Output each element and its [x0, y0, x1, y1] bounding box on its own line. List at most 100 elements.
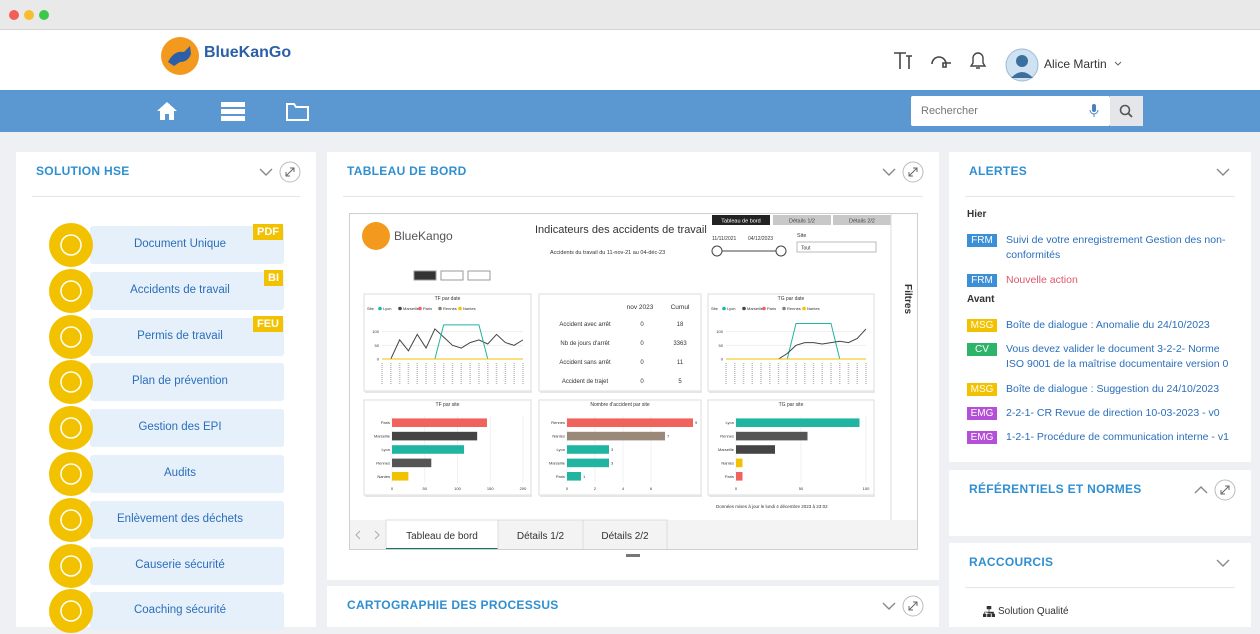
- table-header: nov 2023: [627, 304, 654, 311]
- panel-controls[interactable]: [254, 160, 304, 184]
- alert-text[interactable]: Vous devez valider le document 3-2-2- No…: [1006, 343, 1229, 370]
- report: BlueKango Indicateurs des accidents de tr…: [349, 213, 918, 550]
- table-cell: 11: [677, 360, 684, 366]
- legend-dot: [762, 306, 766, 311]
- header-icons[interactable]: [892, 50, 1002, 72]
- panel-controls[interactable]: [1189, 478, 1239, 502]
- icon-glyph: [60, 325, 82, 348]
- collapse-icon[interactable]: [1194, 486, 1208, 494]
- legend-dot: [458, 306, 462, 311]
- menu-item[interactable]: Permis de travail FEU: [49, 314, 300, 359]
- alert-text[interactable]: Boîte de dialogue : Suggestion du 24/10/…: [1006, 383, 1220, 395]
- table-cell: 0: [640, 360, 644, 366]
- report-tab[interactable]: [833, 215, 891, 225]
- report-tab-label: Détails 2/2: [849, 219, 875, 225]
- item-icon: [49, 589, 93, 634]
- alert-text[interactable]: 2-2-1- CR Revue de direction 10-03-2023 …: [1006, 407, 1220, 419]
- alert-text[interactable]: Boîte de dialogue : Anomalie du 24/10/20…: [1006, 319, 1210, 331]
- slider-handle[interactable]: [711, 245, 723, 257]
- report-tab[interactable]: [712, 215, 770, 225]
- x-tick-label: 50: [799, 486, 804, 491]
- search-box[interactable]: Rechercher: [911, 96, 1110, 126]
- tab-arrows: [355, 530, 380, 540]
- card-shadow: [540, 495, 702, 497]
- site-select[interactable]: [796, 241, 877, 253]
- category-label: Marseille: [374, 434, 391, 439]
- icon-glyph: [60, 463, 82, 485]
- report-page-tab[interactable]: [582, 519, 668, 550]
- menu-item[interactable]: Coaching sécurité: [49, 589, 300, 634]
- report-page-tab[interactable]: [497, 519, 584, 550]
- panel-controls[interactable]: [877, 594, 927, 618]
- icon-circle: [49, 314, 93, 359]
- nav-icons[interactable]: [155, 100, 325, 122]
- menu-item[interactable]: Gestion des EPI: [49, 406, 300, 451]
- report-tab-label: Détails 1/2: [789, 219, 815, 225]
- item-label: Permis de travail: [137, 329, 223, 342]
- view-toggle[interactable]: [440, 270, 464, 281]
- alert-text[interactable]: Suivi de votre enregistrement Gestion de…: [1006, 234, 1226, 261]
- category-label: Marseille: [549, 460, 566, 465]
- alert-text[interactable]: 1-2-1- Procédure de communication intern…: [1006, 431, 1229, 443]
- panel-controls[interactable]: [877, 160, 927, 184]
- bar: [736, 418, 860, 427]
- chart-title: TG par date: [778, 296, 805, 302]
- collapse-icon[interactable]: [882, 602, 896, 610]
- menu-item[interactable]: Accidents de travail BI: [49, 268, 300, 313]
- legend-dot: [398, 306, 402, 311]
- x-tick-label: 2: [594, 486, 597, 491]
- icon-glyph: [60, 371, 82, 394]
- collapse-icon[interactable]: [259, 168, 273, 176]
- report-tab[interactable]: [773, 215, 831, 225]
- category-label: Lyon: [725, 420, 734, 425]
- collapse-icon[interactable]: [1215, 555, 1231, 571]
- table-cell: 3363: [673, 341, 687, 347]
- collapse-icon[interactable]: [1215, 164, 1231, 180]
- item-label: Audits: [164, 467, 196, 479]
- menu-item[interactable]: Plan de prévention: [49, 360, 300, 405]
- shortcut-icon: [983, 606, 995, 617]
- menu-item[interactable]: Enlèvement des déchets: [49, 497, 300, 542]
- avatar[interactable]: [1005, 48, 1039, 82]
- slider-handle[interactable]: [775, 245, 787, 257]
- expand-arrows: [908, 601, 918, 611]
- search-button[interactable]: [1110, 96, 1143, 126]
- collapse-icon[interactable]: [882, 168, 896, 176]
- category-label: Rennes: [551, 420, 565, 425]
- table-cell: 0: [640, 379, 644, 385]
- item-bg: [90, 317, 284, 356]
- icon-circle: [49, 543, 93, 588]
- chevron: [1216, 559, 1230, 567]
- view-toggle[interactable]: [467, 270, 491, 281]
- card-shadow: [709, 495, 875, 497]
- table-cell: Accident avec arrêt: [559, 322, 611, 328]
- resize-handle[interactable]: [626, 554, 640, 558]
- legend-dot: [722, 306, 726, 311]
- icon-circle: [49, 223, 93, 267]
- x-tick-label: 0: [391, 486, 394, 491]
- category-label: Paris: [725, 474, 734, 479]
- x-tick-label: 0: [566, 486, 569, 491]
- card-shadow: [365, 495, 532, 497]
- mic-icon[interactable]: [1089, 104, 1099, 118]
- legend-dot: [418, 306, 422, 311]
- icon-glyph: [60, 280, 82, 302]
- x-tick-label: 4: [622, 486, 625, 491]
- report-brand: BlueKango: [394, 229, 453, 243]
- report-tab-label: Tableau de bord: [721, 219, 760, 225]
- user-name[interactable]: Alice Martin: [1044, 57, 1107, 71]
- menu-item[interactable]: Audits: [49, 452, 300, 496]
- nav-bar: Rechercher: [0, 90, 1260, 132]
- alert-tag: MSG: [967, 383, 997, 396]
- shortcut[interactable]: Solution Qualité: [983, 606, 1069, 617]
- menu-item[interactable]: Causerie sécurité: [49, 543, 300, 588]
- user-caret[interactable]: [1114, 60, 1122, 68]
- standards-panel: RÉFÉRENTIELS ET NORMES: [949, 470, 1251, 536]
- item-bg: [90, 455, 284, 493]
- view-toggle[interactable]: [413, 270, 437, 281]
- menu-item[interactable]: Document Unique PDF: [49, 223, 300, 267]
- alert-text[interactable]: Nouvelle action: [1006, 274, 1078, 286]
- site-value: Tout: [801, 246, 811, 252]
- item-bg: [90, 226, 284, 264]
